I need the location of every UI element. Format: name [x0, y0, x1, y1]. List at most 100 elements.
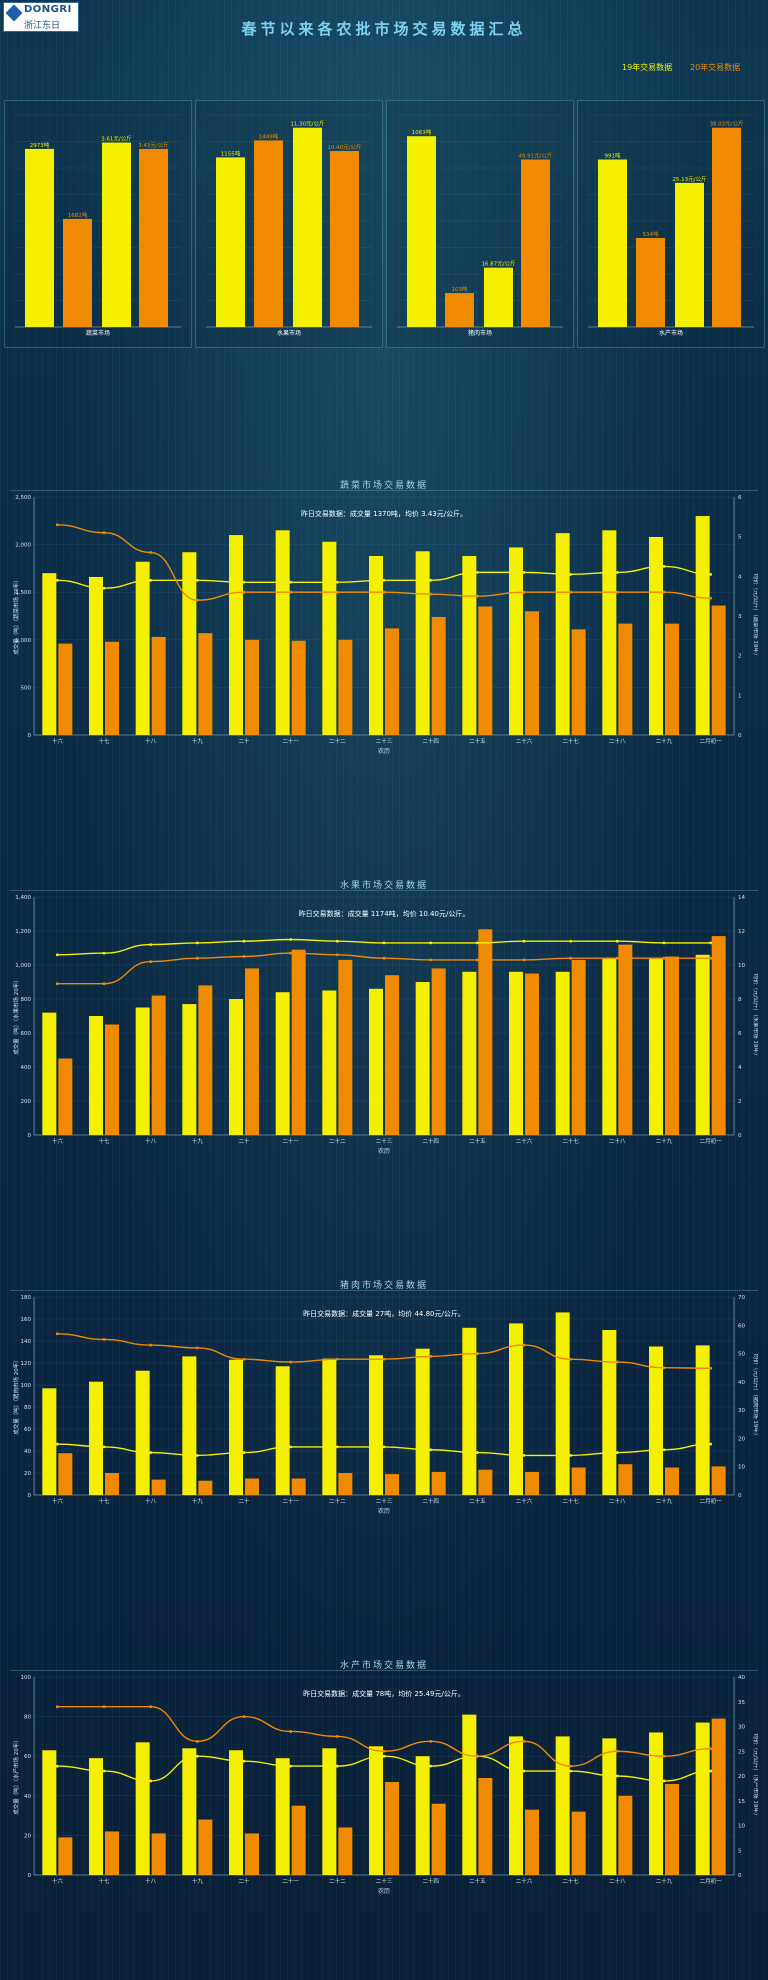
y2-tick-label: 12: [738, 929, 745, 935]
pork-point-20-9: [475, 1352, 479, 1355]
veg-point-20-2: [149, 551, 153, 554]
aqua-point-19-14: [709, 1769, 713, 1773]
fruit-point-20-7: [382, 956, 386, 960]
summary-bar-label-veg-1: 1682吨: [68, 211, 88, 219]
fruit-point-20-13: [662, 956, 666, 960]
veg-point-20-3: [195, 598, 199, 602]
legend-2019[interactable]: 19年交易数据: [622, 63, 673, 72]
fruit-point-19-13: [662, 941, 666, 945]
y-tick-label: 800: [21, 997, 32, 1003]
pork-bar-20-2: [151, 1479, 166, 1495]
pork-point-20-11: [569, 1357, 573, 1361]
summary-panel-veg: 2973吨 1682吨 3.61元/公斤 3.43元/公斤 蔬菜市场: [4, 100, 192, 348]
fruit-bar-19-5: [275, 992, 290, 1135]
aqua-point-20-8: [429, 1739, 433, 1743]
aqua-point-20-6: [335, 1735, 339, 1738]
x-tick-label: 二十七: [562, 1877, 579, 1885]
fruit-bar-20-14: [711, 936, 726, 1135]
fruit-point-19-1: [102, 951, 106, 955]
aqua-point-19-2: [149, 1779, 153, 1783]
veg-bar-20-0: [58, 643, 73, 735]
y-tick-label: 20: [24, 1471, 31, 1477]
veg-bar-20-10: [525, 611, 539, 735]
aqua-point-20-1: [102, 1705, 106, 1709]
veg-point-19-13: [662, 565, 666, 568]
y2-tick-label: 2: [738, 654, 742, 660]
veg-bar-19-0: [42, 573, 57, 735]
veg-point-20-1: [102, 531, 106, 535]
y2-tick-label: 10: [738, 1824, 745, 1830]
veg-bar-19-5: [275, 530, 290, 735]
x-tick-label: 十七: [98, 1137, 110, 1145]
y2-tick-label: 4: [738, 574, 742, 580]
veg-chart-svg: 0 500 1,000 1,500 2,000 2,500 0 1 2 3 4 5 6 十六 十七 十八 十九 二…: [12, 495, 758, 755]
y-tick-label: 60: [24, 1754, 31, 1760]
x-tick-label: 二十九: [656, 1877, 673, 1885]
pork-bar-20-1: [105, 1473, 119, 1495]
veg-point-19-12: [615, 570, 619, 574]
page-title: 春节以来各农批市场交易数据汇总: [241, 20, 527, 38]
y-tick-label: 0: [28, 733, 32, 739]
veg-line-20: [57, 524, 711, 601]
veg-x-axis-label: 农历: [378, 747, 390, 755]
veg-bar-19-12: [602, 530, 617, 735]
fruit-point-20-6: [335, 953, 339, 957]
pork-bar-19-12: [602, 1330, 617, 1495]
fruit-bar-20-6: [338, 959, 353, 1135]
veg-point-20-12: [615, 590, 619, 594]
x-tick-label: 二十八: [609, 1137, 626, 1145]
veg-bar-19-13: [649, 536, 663, 735]
pork-bar-19-2: [135, 1370, 150, 1495]
y2-tick-label: 6: [738, 1031, 742, 1037]
fruit-bar-19-13: [649, 958, 663, 1135]
pork-bar-20-12: [618, 1464, 633, 1495]
pork-bar-19-7: [369, 1355, 383, 1495]
fruit-point-19-0: [55, 953, 59, 957]
pork-point-20-10: [522, 1343, 526, 1347]
y2-tick-label: 40: [738, 1675, 745, 1681]
fruit-bar-20-8: [431, 968, 446, 1135]
aqua-bar-19-10: [509, 1736, 523, 1875]
y-tick-label: 120: [21, 1361, 32, 1367]
veg-bar-20-12: [618, 623, 633, 735]
x-tick-label: 二十四: [422, 1497, 439, 1505]
y2-tick-label: 20: [738, 1774, 745, 1780]
x-tick-label: 二月初一: [700, 1497, 723, 1505]
fruit-bar-19-9: [462, 971, 477, 1135]
veg-bar-20-1: [105, 641, 119, 735]
fruit-bar-19-2: [135, 1007, 150, 1135]
x-tick-label: 二十一: [282, 1497, 299, 1505]
y-tick-label: 80: [24, 1405, 31, 1411]
x-tick-label: 二十三: [376, 737, 393, 745]
x-tick-label: 十八: [145, 737, 157, 745]
aqua-point-19-8: [429, 1764, 433, 1768]
aqua-bar-20-9: [478, 1777, 493, 1875]
fruit-bar-20-9: [478, 929, 493, 1135]
y-tick-label: 200: [21, 1099, 32, 1105]
y-tick-label: 0: [28, 1493, 32, 1499]
veg-bar-20-6: [338, 639, 353, 735]
summary-category-aqua: 水产市场: [659, 329, 683, 337]
fruit-bar-19-8: [415, 982, 430, 1135]
fruit-point-20-2: [149, 960, 153, 963]
pork-bar-20-5: [291, 1478, 306, 1495]
x-tick-label: 二月初一: [700, 737, 723, 745]
pork-x-axis-label: 农历: [378, 1507, 390, 1515]
pork-bar-19-6: [322, 1358, 337, 1495]
aqua-bar-20-0: [58, 1837, 73, 1875]
pork-bar-19-1: [89, 1381, 103, 1495]
aqua-point-20-5: [289, 1730, 293, 1733]
aqua-point-20-10: [522, 1739, 526, 1743]
veg-bar-19-14: [695, 516, 710, 735]
pork-point-19-7: [382, 1445, 386, 1449]
fruit-bar-20-4: [245, 968, 259, 1135]
veg-bar-20-7: [385, 628, 399, 735]
x-tick-label: 十八: [145, 1137, 157, 1145]
aqua-bar-19-5: [275, 1758, 290, 1875]
aqua-point-20-9: [475, 1754, 479, 1758]
summary-panel-pork: 1063吨 103吨 16.87元/公斤 49.91元/公斤 猪肉市场: [386, 100, 574, 348]
y-tick-label: 140: [21, 1339, 32, 1345]
aqua-bar-19-4: [229, 1750, 243, 1875]
legend-2020[interactable]: 20年交易数据: [690, 63, 741, 72]
